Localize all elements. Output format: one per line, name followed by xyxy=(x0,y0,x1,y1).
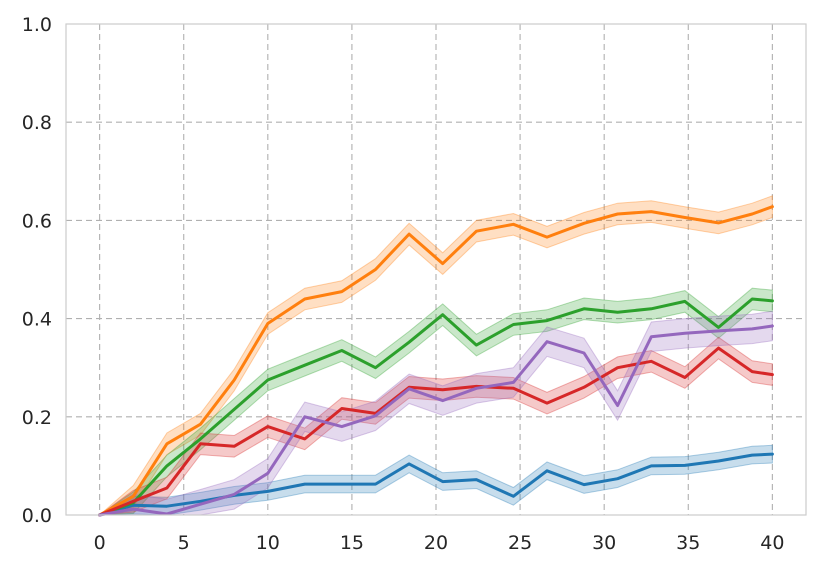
y-axis-tick-labels: 0.0 0.2 0.4 0.6 0.8 1.0 xyxy=(22,14,52,527)
series-3-line xyxy=(98,346,774,517)
x-tick-label: 5 xyxy=(178,532,190,554)
x-tick-label: 20 xyxy=(424,532,448,554)
y-tick-label: 0.0 xyxy=(22,505,52,527)
series-4-line xyxy=(98,324,774,517)
x-tick-label: 25 xyxy=(508,532,532,554)
series-2-line xyxy=(98,297,774,517)
series-1-line xyxy=(98,205,774,517)
y-tick-label: 0.8 xyxy=(22,112,52,134)
y-tick-label: 0.4 xyxy=(22,309,52,331)
x-tick-label: 40 xyxy=(760,532,784,554)
x-tick-label: 35 xyxy=(676,532,700,554)
series-0-line xyxy=(98,452,774,517)
x-tick-label: 0 xyxy=(94,532,106,554)
x-tick-label: 15 xyxy=(340,532,364,554)
x-tick-label: 30 xyxy=(592,532,616,554)
series-lines xyxy=(98,205,774,517)
x-axis-tick-labels: 0 5 10 15 20 25 30 35 40 xyxy=(94,532,785,554)
y-tick-label: 0.2 xyxy=(22,407,52,429)
plot-frame xyxy=(65,23,807,516)
x-tick-label: 10 xyxy=(256,532,280,554)
y-tick-label: 0.6 xyxy=(22,210,52,232)
y-tick-label: 1.0 xyxy=(22,14,52,36)
